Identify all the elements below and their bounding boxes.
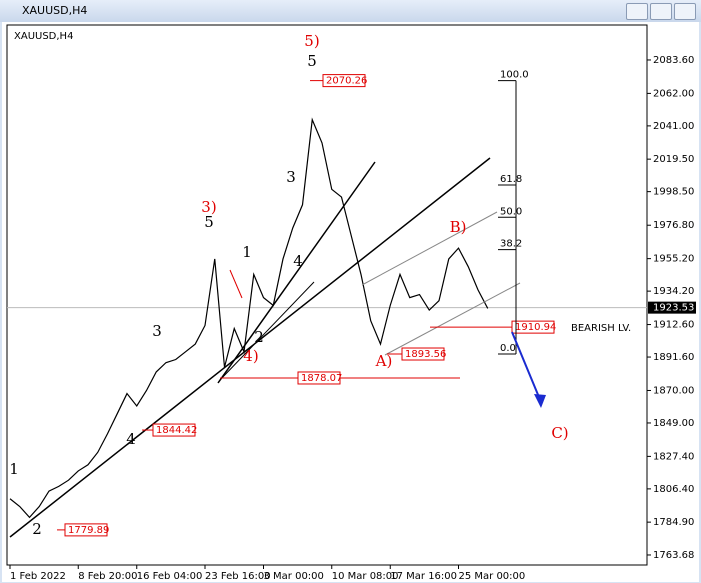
trend-line (361, 211, 498, 286)
y-tick-label: 1955.20 (653, 254, 694, 265)
y-tick-label: 1806.40 (653, 484, 694, 495)
wave-label: 1 (242, 243, 252, 261)
trend-line (384, 282, 521, 356)
level-label: 2070.26 (326, 76, 367, 87)
level-box (152, 423, 196, 437)
x-tick-label: 8 Feb 20:00 (78, 571, 137, 582)
plot-frame (6, 24, 648, 566)
maximize-button[interactable] (650, 3, 672, 20)
level-label: 1878.07 (301, 373, 342, 384)
y-tick-label: 1784.90 (653, 517, 694, 528)
fib-label: 0.0 (500, 343, 516, 354)
y-tick-label: 1827.40 (653, 451, 694, 462)
trend-line (217, 161, 376, 384)
wave-label: 4 (126, 430, 136, 448)
y-tick-label: 2041.00 (653, 121, 694, 132)
y-tick-label: 1998.50 (653, 187, 694, 198)
x-tick-label: 25 Mar 00:00 (459, 571, 526, 582)
level-box (511, 320, 555, 334)
wave-label: 3 (286, 168, 296, 186)
wave-label: A) (375, 352, 393, 370)
arrow-head (534, 394, 546, 408)
x-tick-label: 3 Mar 00:00 (264, 571, 324, 582)
wave-label: 5 (307, 52, 317, 70)
fib-label: 100.0 (500, 70, 529, 81)
chart: XAUUSD,H4 2083.60 2062.00 2041.00 2019.50 19… (2, 22, 699, 582)
y-tick-label: 1934.20 (653, 286, 694, 297)
current-price-label: 1923.53 (653, 303, 694, 314)
wave-label: C) (551, 424, 568, 442)
x-tick-label: 1 Feb 2022 (10, 571, 66, 582)
wave-label: BEARISH LV. (571, 323, 631, 334)
y-tick-label: 1849.00 (653, 418, 694, 429)
arrow (511, 331, 542, 403)
x-tick-label: 10 Mar 08:00 (332, 571, 399, 582)
y-tick-label: 2083.60 (653, 55, 694, 66)
trend-line (229, 269, 243, 299)
wave-label: 3) (201, 198, 216, 216)
fib-label: 38.2 (500, 239, 522, 250)
level-box (322, 74, 366, 88)
level-label: 1910.94 (515, 322, 556, 333)
x-tick-label: 17 Mar 16:00 (390, 571, 457, 582)
level-box (297, 371, 341, 385)
level-label: 1893.56 (405, 349, 446, 360)
y-tick-label: 2019.50 (653, 154, 694, 165)
wave-label: 3 (152, 322, 162, 340)
x-tick-label: 16 Feb 04:00 (137, 571, 203, 582)
wave-label: 2 (32, 520, 42, 538)
trend-line (219, 281, 315, 381)
y-tick-label: 1870.00 (653, 385, 694, 396)
current-price-box (648, 301, 696, 314)
wave-label: 5 (204, 213, 214, 231)
level-box (401, 347, 445, 361)
trend-line (9, 157, 491, 538)
y-tick-label: 1912.60 (653, 320, 694, 331)
wave-label: 5) (304, 32, 319, 50)
y-tick-label: 1891.60 (653, 352, 694, 363)
fib-label: 50.0 (500, 206, 522, 217)
wave-label: 1 (9, 460, 19, 478)
wave-label: B) (450, 218, 467, 236)
close-button[interactable] (674, 3, 696, 20)
y-tick-label: 2062.00 (653, 88, 694, 99)
level-label: 1779.89 (68, 525, 109, 536)
wave-label: 2 (254, 328, 264, 346)
y-tick-label: 1763.68 (653, 550, 694, 561)
wave-label: 4 (293, 252, 303, 270)
x-tick-label: 23 Feb 16:00 (205, 571, 271, 582)
wave-label: 4) (243, 347, 258, 365)
title-bar: XAUUSD,H4 (0, 0, 701, 22)
price-line (9, 117, 489, 519)
level-label: 1844.42 (156, 425, 197, 436)
level-box (64, 523, 108, 537)
minimize-button[interactable] (626, 3, 648, 20)
y-tick-label: 1976.80 (653, 220, 694, 231)
chart-title: XAUUSD,H4 (14, 31, 73, 42)
fib-label: 61.8 (500, 174, 522, 185)
window-title: XAUUSD,H4 (22, 4, 88, 17)
